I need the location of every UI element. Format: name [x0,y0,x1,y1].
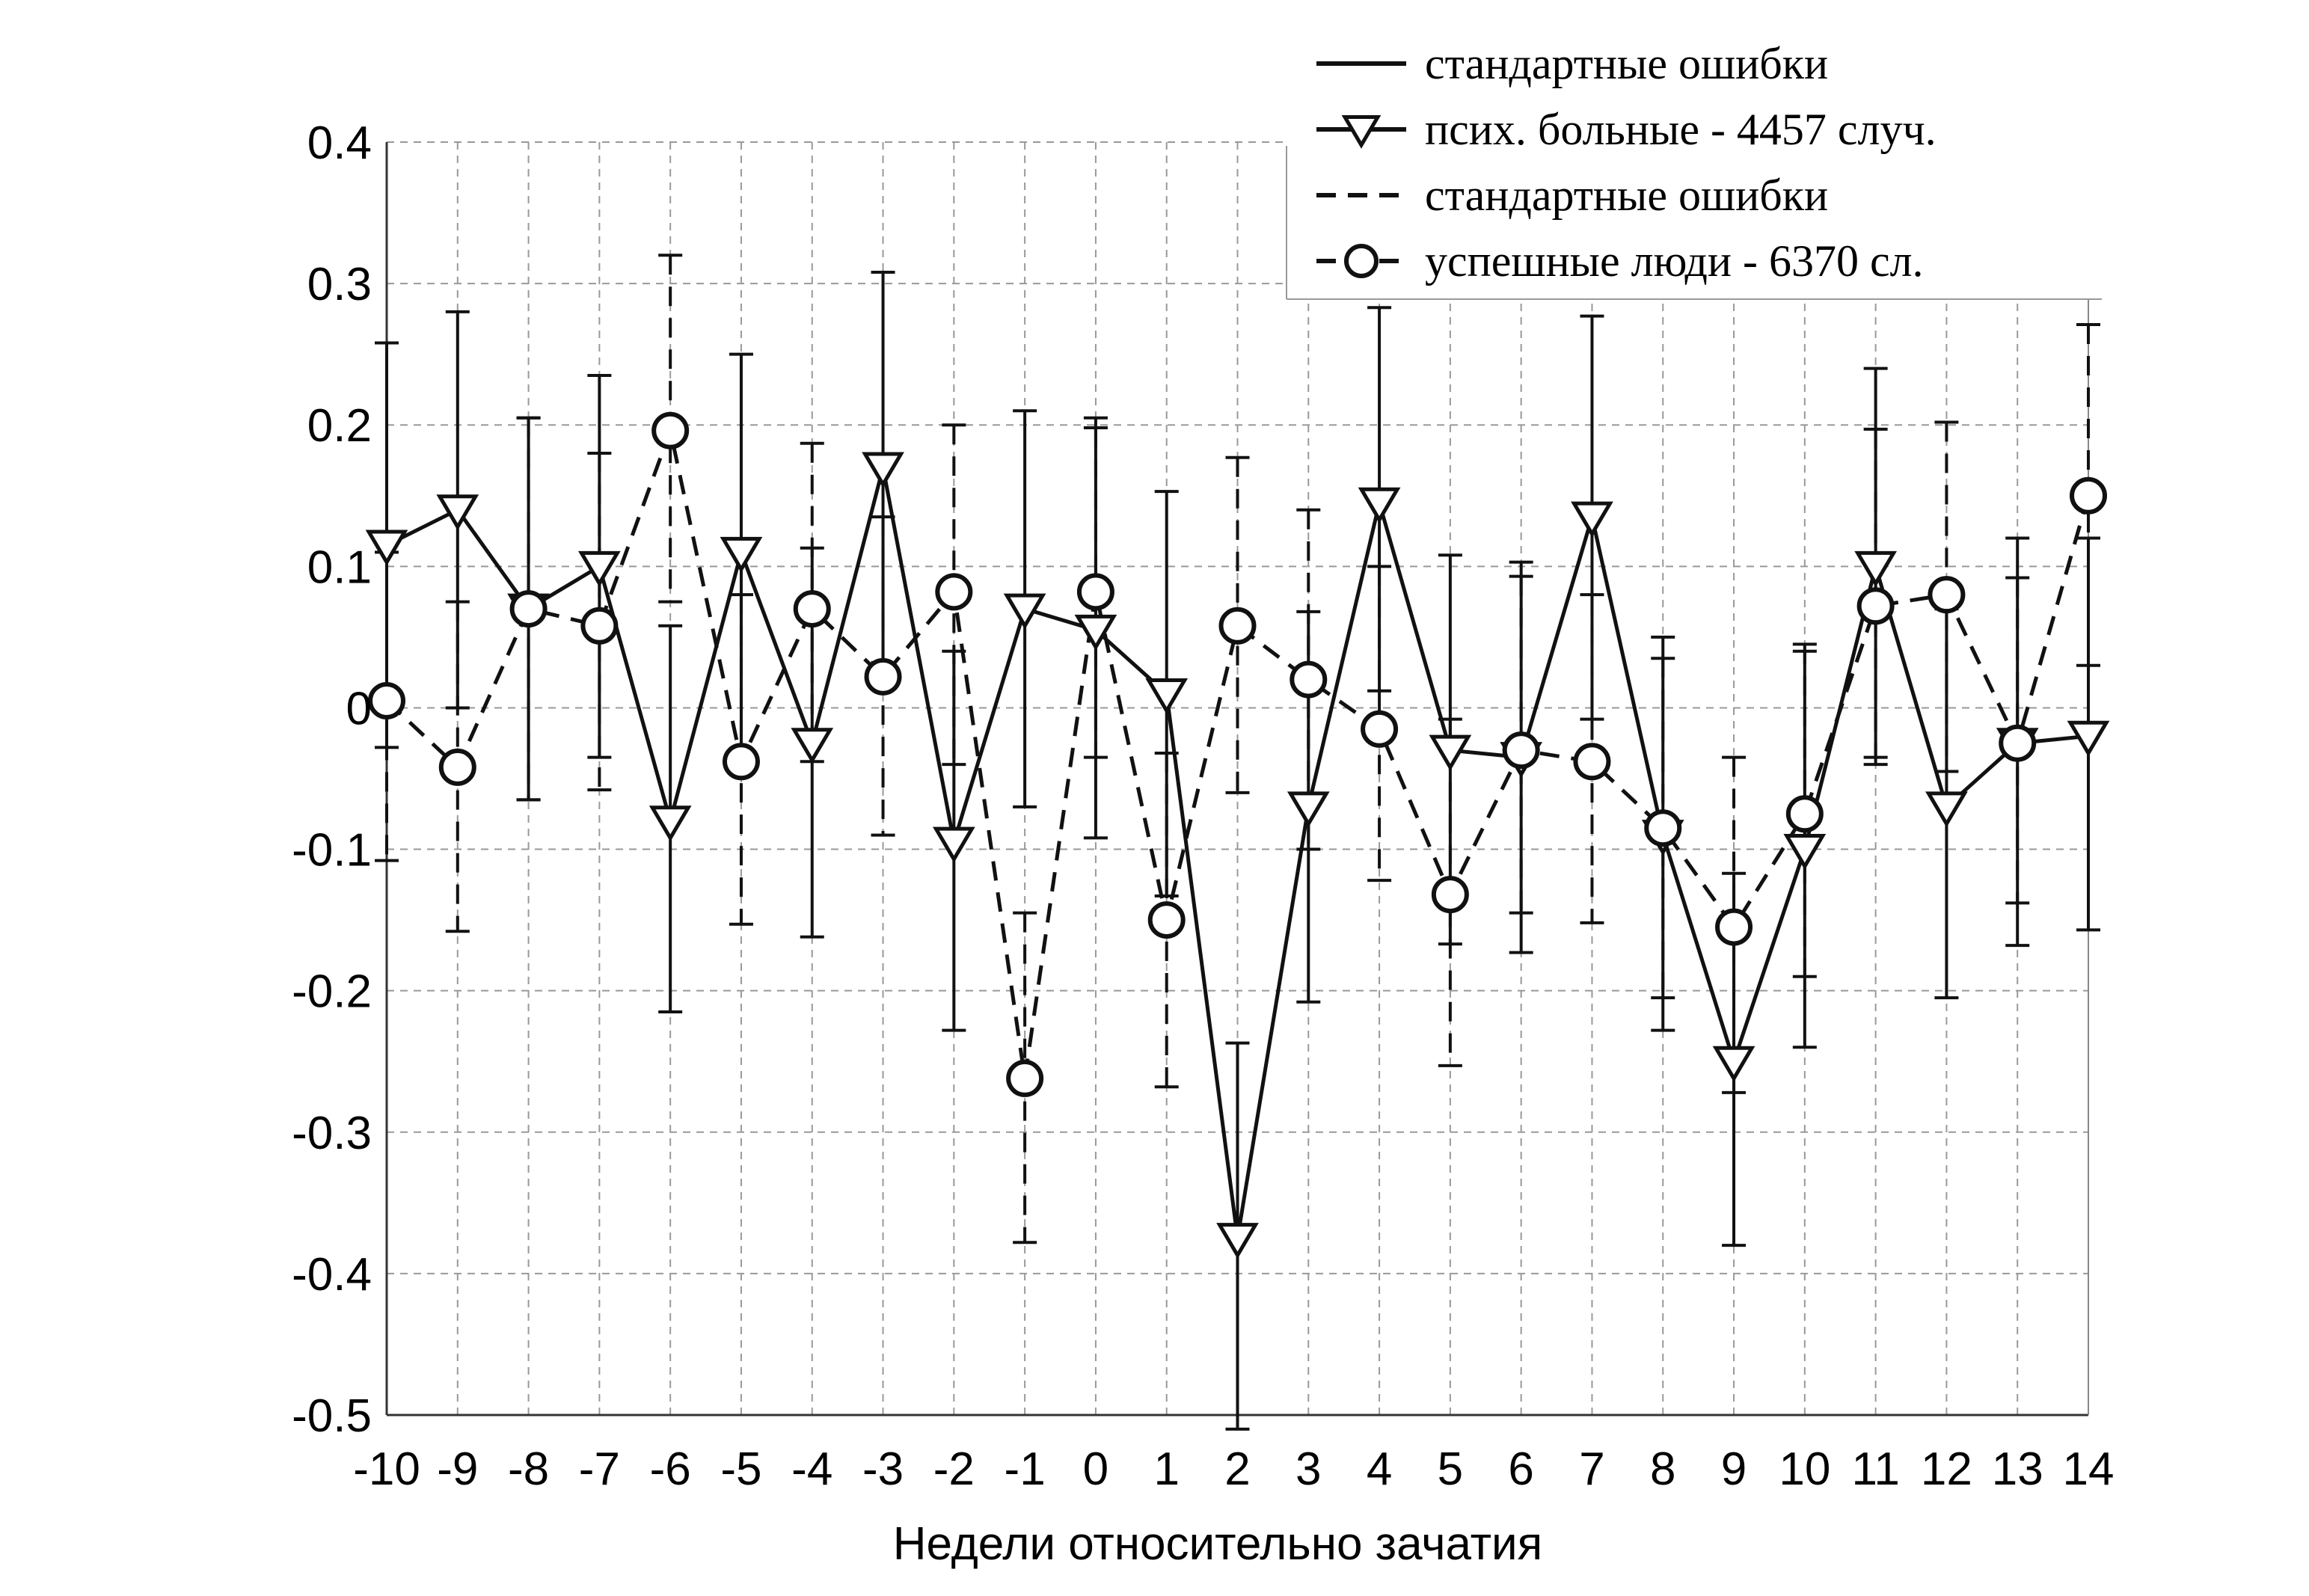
data-point-circle [1076,573,1114,611]
data-point-circle [793,590,831,628]
x-tick-label: 11 [1851,1443,1899,1495]
y-tick-label: 0.1 [307,541,372,593]
y-tick-label: 0.2 [307,400,372,452]
x-tick-label: -3 [862,1443,904,1495]
data-point-triangle [862,452,904,488]
y-tick-label: 0 [346,683,372,734]
data-point-circle [1147,901,1186,939]
data-point-circle [1573,743,1611,781]
x-tick-label: 9 [1721,1443,1747,1495]
data-point-circle [1644,809,1682,847]
data-point-circle [1290,660,1328,699]
series-markers [365,411,2110,1259]
x-tick-label: 5 [1438,1443,1463,1495]
y-tick-label: -0.5 [292,1390,372,1442]
data-point-circle [935,573,973,611]
x-tick-label: 4 [1367,1443,1392,1495]
legend: стандартные ошибки псих. больные - 4457 с… [1286,30,2102,300]
x-tick-label: 12 [1921,1443,1972,1495]
data-point-triangle [932,826,975,863]
y-tick-label: 0.3 [307,259,372,310]
x-tick-label: 8 [1650,1443,1675,1495]
y-tick-labels: 0.4 0.3 0.2 0.1 0 -0.1 -0.2 -0.3 -0.4 -0.5 [292,117,372,1442]
data-point-triangle [1003,593,1046,630]
x-tick-label: -2 [933,1443,975,1495]
legend-label: стандартные ошибки [1425,171,1828,220]
legend-box [1287,30,2102,299]
x-tick-label: 13 [1992,1443,2043,1495]
data-point-triangle [1074,614,1117,651]
data-point-triangle [2067,720,2110,757]
legend-label: стандартные ошибки [1425,39,1828,88]
x-tick-label: -10 [353,1443,420,1495]
y-tick-label: -0.3 [292,1108,372,1159]
data-point-triangle [1712,1046,1755,1082]
data-point-circle [2070,476,2107,515]
x-tick-label: -9 [437,1443,478,1495]
data-point-circle [368,681,405,719]
legend-label: псих. больные - 4457 случ. [1425,105,1937,154]
data-point-triangle [1358,487,1401,524]
data-point-circle [722,743,760,781]
data-point-triangle [1429,734,1472,771]
data-point-circle [509,590,548,628]
data-point-triangle [791,728,834,764]
data-point-triangle [1145,678,1189,715]
legend-label: успешные люди - 6370 сл. [1425,236,1924,286]
data-point-triangle [1783,834,1827,871]
data-point-circle [1361,710,1399,748]
data-point-circle [1785,795,1824,833]
y-tick-label: -0.4 [292,1249,372,1301]
data-point-circle [1218,607,1257,645]
legend-marker-triangle [1341,115,1382,149]
x-tick-label: 2 [1224,1443,1250,1495]
x-tick-labels: -10 -9 -8 -7 -6 -5 -4 -3 -2 -1 0 1 2 3 4 5 6 7 8 9 10 11 12 13 1… [353,1443,2114,1495]
x-tick-label: -5 [720,1443,761,1495]
data-point-circle [1856,587,1895,625]
data-point-circle [1502,731,1540,770]
x-tick-label: 7 [1579,1443,1604,1495]
y-tick-label: 0.4 [307,117,372,169]
data-point-triangle [648,805,692,842]
x-tick-label: 10 [1779,1443,1830,1495]
data-point-triangle [1854,550,1897,588]
x-tick-label: 3 [1295,1443,1321,1495]
data-point-circle [1715,908,1753,946]
data-point-circle [1928,576,1966,614]
data-point-triangle [1925,791,1968,828]
data-point-circle [1999,724,2037,762]
data-point-triangle [1287,791,1330,828]
data-point-circle [438,748,476,786]
data-point-triangle [1571,501,1613,538]
data-point-triangle [720,536,763,574]
y-tick-label: -0.2 [292,966,372,1018]
data-point-circle [1006,1059,1044,1097]
x-tick-label: -1 [1005,1443,1046,1495]
x-tick-label: -4 [791,1443,832,1495]
data-point-circle [1431,876,1469,914]
data-point-triangle [578,550,621,588]
x-axis-label: Недели относительно зачатия [893,1518,1543,1570]
data-point-circle [651,411,690,449]
x-tick-label: 6 [1508,1443,1533,1495]
data-point-triangle [1216,1223,1259,1259]
x-tick-label: -8 [508,1443,549,1495]
legend-marker-circle [1344,244,1379,278]
x-tick-label: -7 [579,1443,620,1495]
y-tick-label: -0.1 [292,825,372,877]
data-point-triangle [436,494,479,531]
x-tick-label: -6 [650,1443,691,1495]
data-point-triangle [365,530,408,566]
data-point-circle [864,657,902,696]
x-tick-label: 1 [1153,1443,1179,1495]
x-tick-label: 14 [2063,1443,2115,1495]
x-tick-label: 0 [1083,1443,1108,1495]
data-point-circle [580,607,619,645]
